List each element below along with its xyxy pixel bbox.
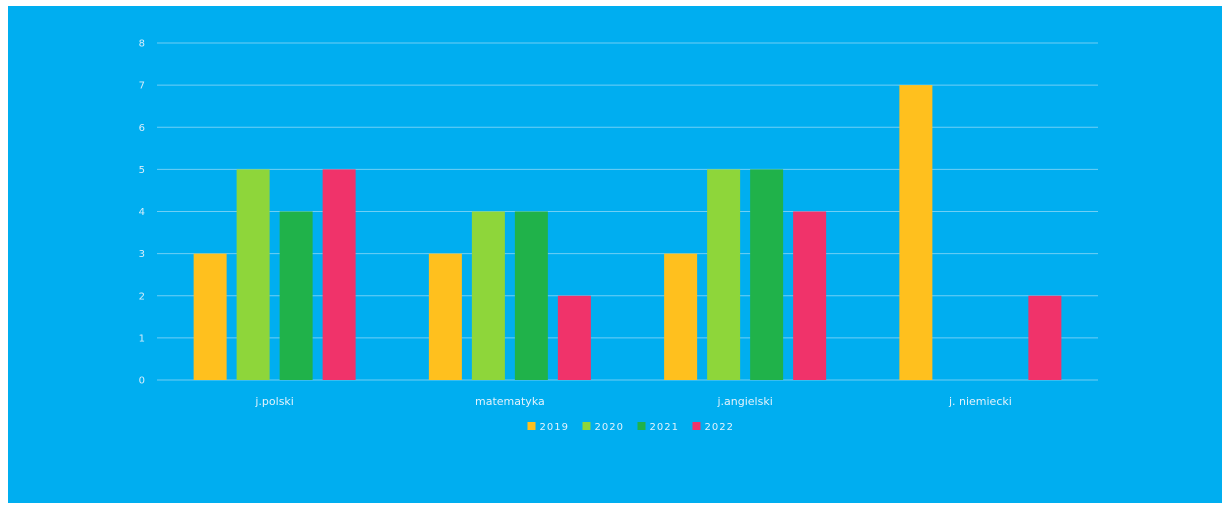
legend-label-2019: 2019	[540, 422, 569, 433]
y-tick-label: 2	[139, 291, 145, 302]
y-tick-label: 1	[139, 333, 145, 344]
legend-swatch-2022	[692, 422, 701, 430]
gridlines	[157, 42, 1098, 381]
bar-2022-0	[322, 169, 356, 380]
x-category-label: j.polski	[254, 395, 293, 408]
y-tick-label: 5	[139, 165, 145, 176]
bar-2021-0	[279, 211, 313, 380]
bar-2019-3	[899, 85, 933, 380]
bar-2020-1	[471, 211, 505, 380]
y-tick-label: 8	[139, 39, 145, 50]
bars	[193, 85, 1062, 380]
y-tick-label: 4	[139, 207, 145, 218]
bar-2020-0	[236, 169, 270, 380]
y-tick-label: 0	[139, 376, 145, 387]
bar-2021-1	[514, 211, 548, 380]
y-tick-label: 7	[139, 81, 145, 92]
x-category-label: j. niemiecki	[948, 395, 1012, 408]
legend-label-2020: 2020	[595, 422, 624, 433]
legend-swatch-2020	[582, 422, 591, 430]
legend-swatch-2019	[527, 422, 536, 430]
legend-label-2022: 2022	[705, 422, 734, 433]
bar-2022-1	[557, 295, 591, 380]
bar-2021-2	[750, 169, 784, 380]
bar-2020-2	[707, 169, 741, 380]
y-tick-label: 3	[139, 249, 145, 260]
bar-2019-2	[664, 253, 698, 380]
bar-2022-2	[793, 211, 827, 380]
x-category-label: j.angielski	[716, 395, 772, 408]
legend-label-2021: 2021	[650, 422, 679, 433]
x-category-label: matematyka	[475, 395, 545, 408]
legend-swatch-2021	[637, 422, 646, 430]
bar-2022-3	[1028, 295, 1062, 380]
y-tick-label: 6	[139, 123, 145, 134]
bar-2019-1	[428, 253, 462, 380]
legend: 2019 2020 2021 2022	[527, 422, 734, 433]
y-axis-ticks: 0 1 2 3 4 5 6 7 8	[139, 39, 145, 387]
x-axis-labels: j.polski matematyka j.angielski j. niemieck…	[254, 395, 1011, 408]
bar-2019-0	[193, 253, 227, 380]
